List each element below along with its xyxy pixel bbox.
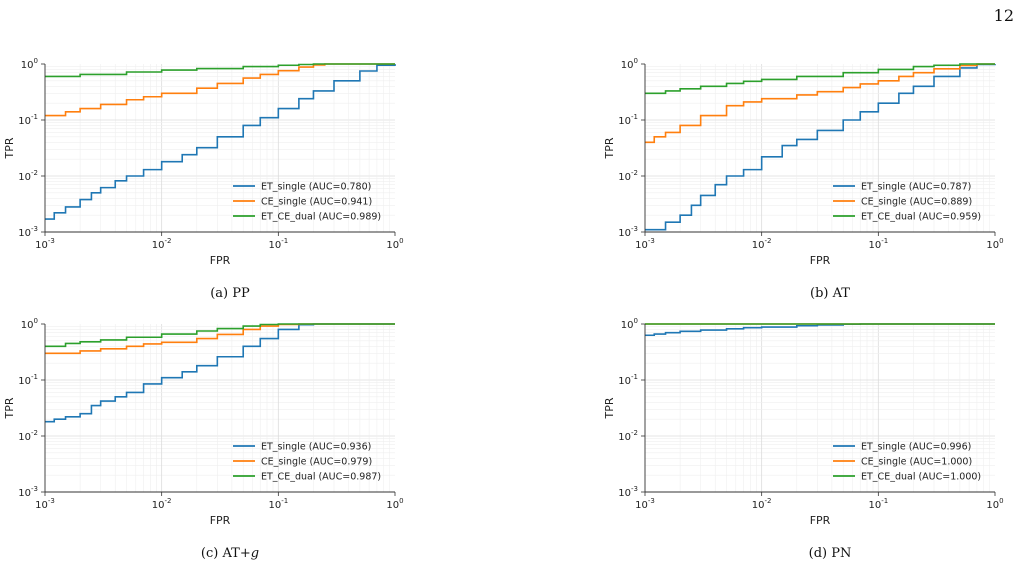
x-tick-label: 10-2 bbox=[752, 237, 772, 251]
x-tick-label: 10-3 bbox=[635, 237, 655, 251]
y-tick-label: 10-2 bbox=[618, 169, 638, 183]
roc-curve-series-2 bbox=[45, 323, 395, 348]
x-tick-label: 100 bbox=[986, 237, 1003, 251]
roc-panel-c: 10-3 10-3 10-2 10-2 10-1 10-1 100 100 FPR TPR ET_s… bbox=[0, 310, 420, 570]
x-tick-label: 10-1 bbox=[868, 497, 888, 511]
legend-entry: ET_CE_dual (AUC=0.987) bbox=[261, 472, 381, 483]
roc-curve-series-1 bbox=[645, 63, 995, 144]
legend-entry: ET_single (AUC=0.996) bbox=[861, 442, 971, 453]
legend-entry: ET_CE_dual (AUC=1.000) bbox=[861, 472, 981, 483]
y-tick-label: 10-3 bbox=[18, 225, 38, 239]
y-axis-label: TPR bbox=[3, 137, 16, 159]
y-tick-label: 10-3 bbox=[618, 485, 638, 499]
x-tick-label: 10-3 bbox=[35, 497, 55, 511]
x-tick-label: 10-1 bbox=[268, 497, 288, 511]
x-axis-label: FPR bbox=[810, 514, 831, 527]
roc-curve-series-1 bbox=[45, 63, 395, 117]
legend-entry: ET_single (AUC=0.936) bbox=[261, 442, 371, 453]
roc-panel-a: 10-3 10-3 10-2 10-2 10-1 10-1 100 100 FPR TPR ET_s… bbox=[0, 50, 420, 310]
legend-entry: CE_single (AUC=0.889) bbox=[861, 197, 972, 208]
roc-curve-series-0 bbox=[645, 323, 995, 337]
x-tick-label: 10-1 bbox=[868, 237, 888, 251]
legend: ET_single (AUC=0.780) CE_single (AUC=0.94… bbox=[233, 182, 381, 223]
y-tick-label: 10-2 bbox=[18, 169, 38, 183]
caption-c: (c) AT+g bbox=[200, 546, 260, 561]
x-axis-label: FPR bbox=[810, 254, 831, 267]
caption-a: (a) PP bbox=[210, 286, 250, 301]
roc-curve-series-0 bbox=[645, 63, 996, 231]
caption-d: (d) PN bbox=[808, 546, 852, 561]
y-axis-label: TPR bbox=[603, 397, 616, 419]
y-tick-label: 100 bbox=[21, 317, 38, 331]
x-tick-label: 10-3 bbox=[35, 237, 55, 251]
x-tick-label: 10-3 bbox=[635, 497, 655, 511]
legend-entry: ET_single (AUC=0.787) bbox=[861, 182, 971, 193]
x-tick-label: 10-2 bbox=[752, 497, 772, 511]
roc-curve-series-2 bbox=[45, 63, 395, 78]
x-tick-label: 10-2 bbox=[152, 497, 172, 511]
y-axis-label: TPR bbox=[603, 137, 616, 159]
roc-curve-series-0 bbox=[45, 323, 395, 423]
x-tick-label: 10-2 bbox=[152, 237, 172, 251]
legend-entry: ET_CE_dual (AUC=0.959) bbox=[861, 212, 981, 223]
y-tick-label: 10-2 bbox=[18, 429, 38, 443]
y-tick-label: 10-1 bbox=[18, 373, 38, 387]
roc-curve-series-1 bbox=[45, 323, 395, 355]
caption-b: (b) AT bbox=[810, 286, 850, 301]
roc-curve-series-0 bbox=[45, 64, 396, 220]
x-tick-label: 100 bbox=[386, 497, 403, 511]
y-tick-label: 100 bbox=[21, 57, 38, 71]
legend: ET_single (AUC=0.996) CE_single (AUC=1.00… bbox=[833, 442, 981, 483]
legend-entry: CE_single (AUC=0.941) bbox=[261, 197, 372, 208]
grid bbox=[644, 324, 995, 493]
x-tick-label: 10-1 bbox=[268, 237, 288, 251]
legend-entry: CE_single (AUC=0.979) bbox=[261, 457, 372, 468]
y-tick-label: 100 bbox=[621, 57, 638, 71]
legend: ET_single (AUC=0.936) CE_single (AUC=0.97… bbox=[233, 442, 381, 483]
roc-curve-series-2 bbox=[645, 63, 995, 95]
roc-panel-d: 10-3 10-3 10-2 10-2 10-1 10-1 100 100 FPR TPR ET_s… bbox=[600, 310, 1020, 570]
roc-panel-b: 10-3 10-3 10-2 10-2 10-1 10-1 100 100 FPR TPR ET_s… bbox=[600, 50, 1020, 310]
x-axis-label: FPR bbox=[210, 514, 231, 527]
y-tick-label: 10-3 bbox=[618, 225, 638, 239]
y-tick-label: 10-1 bbox=[618, 113, 638, 127]
y-tick-label: 10-2 bbox=[618, 429, 638, 443]
roc-chart-c: 10-310-3 10-2 10-2 10-1 10-1 100 100 FPR TPR ET_s… bbox=[3, 317, 404, 527]
y-tick-label: 100 bbox=[621, 317, 638, 331]
page-number: 12 bbox=[993, 6, 1014, 25]
roc-chart-d: 10-310-3 10-2 10-2 10-1 10-1 100 100 FPR TPR ET_s… bbox=[603, 317, 1004, 527]
y-tick-label: 10-1 bbox=[18, 113, 38, 127]
grid bbox=[644, 64, 995, 233]
x-axis-label: FPR bbox=[210, 254, 231, 267]
y-tick-label: 10-1 bbox=[618, 373, 638, 387]
legend-entry: ET_CE_dual (AUC=0.989) bbox=[261, 212, 381, 223]
legend-entry: CE_single (AUC=1.000) bbox=[861, 457, 972, 468]
x-tick-label: 100 bbox=[986, 497, 1003, 511]
y-axis-label: TPR bbox=[3, 397, 16, 419]
y-tick-label: 10-3 bbox=[18, 485, 38, 499]
roc-chart-a: 10-310-3 10-2 10-2 10-1 10-1 100 100 FPR TPR ET_s… bbox=[3, 57, 404, 267]
legend: ET_single (AUC=0.787) CE_single (AUC=0.88… bbox=[833, 182, 981, 223]
roc-chart-b: 10-310-3 10-2 10-2 10-1 10-1 100 100 FPR TPR ET_s… bbox=[603, 57, 1004, 267]
x-tick-label: 100 bbox=[386, 237, 403, 251]
legend-entry: ET_single (AUC=0.780) bbox=[261, 182, 371, 193]
